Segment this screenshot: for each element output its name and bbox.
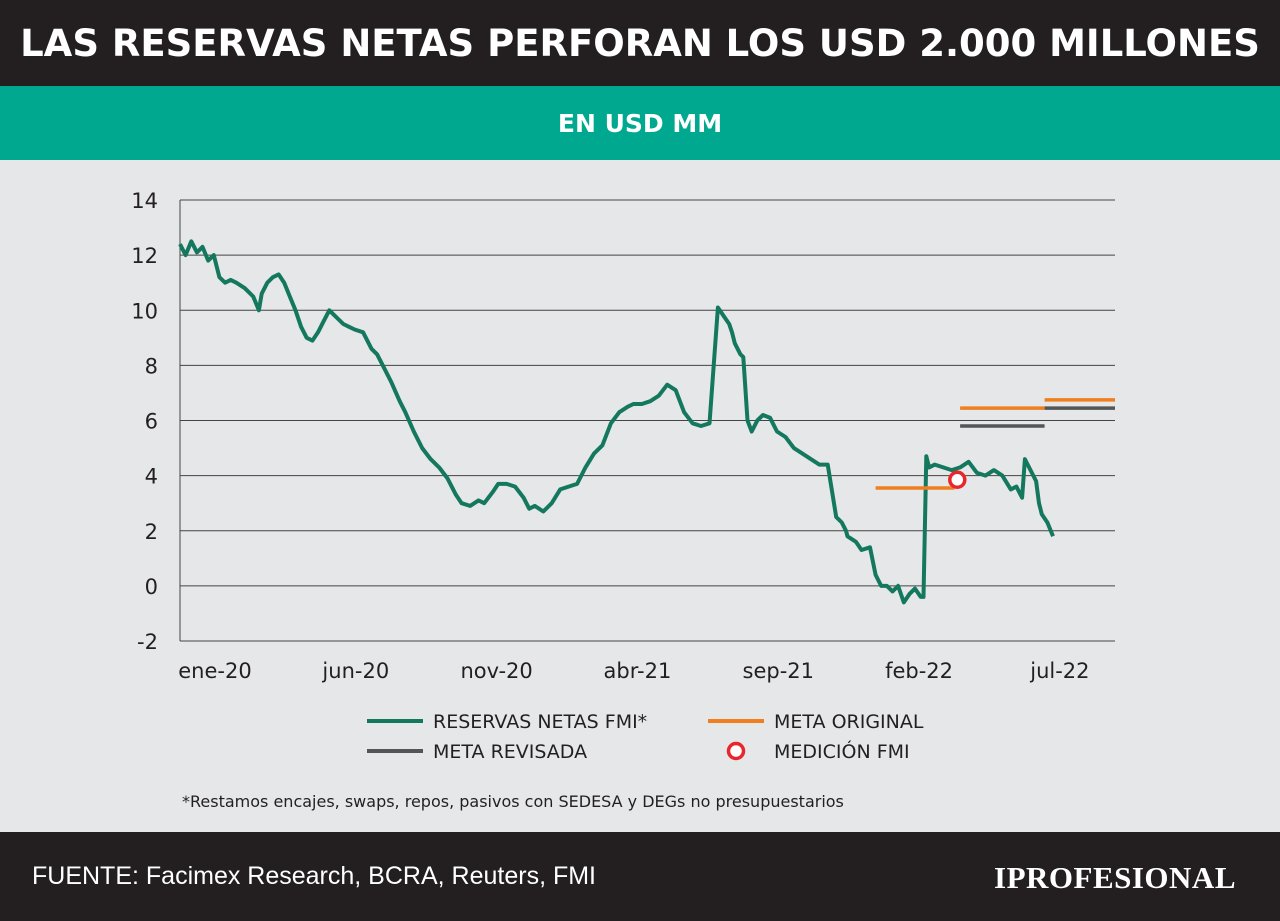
medicion-fmi-marker	[948, 470, 967, 490]
y-tick-label: 10	[131, 299, 158, 323]
series-layer	[178, 239, 1115, 605]
y-tick-label: 14	[131, 189, 158, 213]
x-tick-label: nov-20	[460, 659, 532, 683]
legend-label: META REVISADA	[433, 741, 587, 763]
iprofesional-logo: IPROFESIONAL	[994, 860, 1236, 895]
y-tick-label: 2	[145, 520, 158, 544]
x-tick-label: jul-22	[1029, 659, 1089, 683]
legend-label: MEDICIÓN FMI	[774, 739, 910, 763]
line-chart: 14 12 10 8 6 4 2 0 -2 ene-20 jun-20 nov-20 abr-21 se…	[131, 189, 1115, 763]
x-tick-label: feb-22	[885, 659, 953, 683]
chart-subtitle: EN USD MM	[557, 108, 723, 138]
x-tick-label: abr-21	[604, 659, 672, 683]
y-tick-label: 0	[145, 575, 158, 599]
x-tick-label: jun-20	[321, 659, 389, 683]
gridlines	[179, 199, 1115, 642]
x-axis-ticks: ene-20 jun-20 nov-20 abr-21 sep-21 feb-22 jul-…	[178, 659, 1089, 683]
legend-label: RESERVAS NETAS FMI*	[433, 711, 647, 733]
x-tick-label: ene-20	[178, 659, 251, 683]
title-bar: LAS RESERVAS NETAS PERFORAN LOS USD 2.00…	[0, 0, 1280, 86]
y-tick-label: 6	[145, 410, 158, 434]
y-tick-label: 4	[145, 465, 158, 489]
series-line-reservas-netas	[178, 239, 1055, 605]
subtitle-bar: EN USD MM	[0, 86, 1280, 160]
source-text: FUENTE: Facimex Research, BCRA, Reuters,…	[32, 862, 597, 890]
legend-label: META ORIGINAL	[774, 711, 924, 733]
y-tick-label: 12	[131, 244, 158, 268]
footer-bar: FUENTE: Facimex Research, BCRA, Reuters,…	[0, 832, 1280, 921]
legend-swatch-circle	[726, 741, 746, 761]
x-tick-label: sep-21	[743, 659, 815, 683]
y-tick-label: 8	[145, 354, 158, 378]
chart-title: LAS RESERVAS NETAS PERFORAN LOS USD 2.00…	[20, 21, 1260, 65]
legend: RESERVAS NETAS FMI* META ORIGINAL META REV…	[367, 711, 924, 763]
y-tick-label: -2	[137, 630, 158, 654]
footnote: *Restamos encajes, swaps, repos, pasivos…	[182, 792, 844, 811]
y-axis-ticks: 14 12 10 8 6 4 2 0 -2	[131, 189, 158, 654]
